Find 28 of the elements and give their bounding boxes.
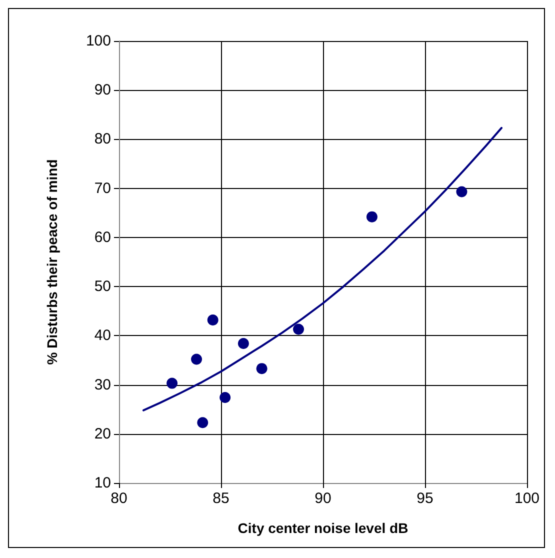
- point: [238, 338, 249, 350]
- point: [366, 211, 378, 222]
- x-tick-label: 100: [514, 490, 540, 507]
- y-tick-label: 20: [94, 425, 111, 442]
- x-tick-label: 85: [212, 490, 230, 507]
- point: [293, 324, 304, 335]
- x-tick-label: 90: [314, 490, 332, 507]
- point: [220, 392, 231, 404]
- y-axis-title: % Disturbs their peace of mind: [44, 159, 60, 365]
- y-tick-label: 90: [94, 82, 111, 99]
- y-tick-label: 30: [94, 376, 111, 394]
- x-axis-title: City center noise level dB: [238, 520, 408, 536]
- y-tick-label: 40: [94, 327, 111, 344]
- x-tick-label: 80: [110, 490, 128, 507]
- point: [191, 354, 202, 365]
- y-tick-label: 60: [94, 228, 111, 246]
- y-tick-label: 10: [94, 474, 111, 492]
- y-tick-label: 80: [94, 130, 111, 148]
- point: [256, 363, 268, 374]
- point: [197, 417, 208, 428]
- y-tick-label: 100: [86, 32, 111, 50]
- x-tick-label: 95: [416, 490, 434, 507]
- point: [456, 186, 468, 198]
- point: [207, 314, 218, 326]
- line-series: [142, 126, 502, 412]
- point: [166, 378, 178, 389]
- y-tick-label: 50: [94, 278, 111, 296]
- y-tick-label: 70: [94, 180, 111, 197]
